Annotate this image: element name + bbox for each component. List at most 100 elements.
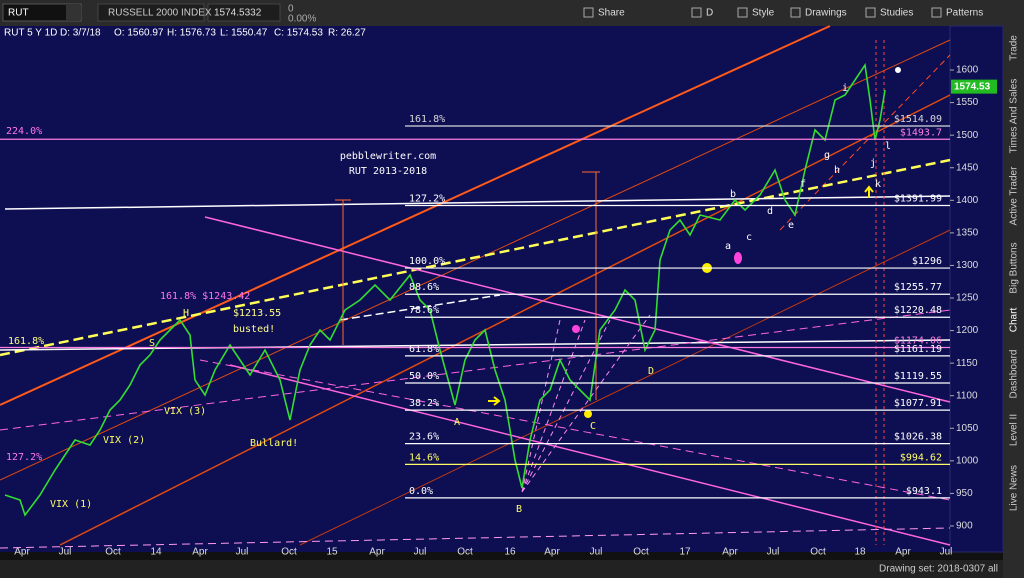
current-price-badge bbox=[951, 79, 997, 94]
level-pct: 88.6% bbox=[409, 282, 439, 293]
fan-lines bbox=[521, 314, 651, 493]
annotation: Bullard! bbox=[250, 438, 298, 449]
annotation: $1213.55 bbox=[233, 308, 281, 319]
toolbar-button[interactable]: Studies bbox=[880, 8, 913, 19]
trendline bbox=[0, 339, 951, 351]
marker bbox=[572, 325, 580, 333]
annotation: b bbox=[730, 189, 736, 200]
toolbar-icon[interactable] bbox=[737, 7, 748, 18]
x-tick-label: Oct bbox=[457, 547, 473, 558]
annotation: B bbox=[516, 504, 522, 515]
toolbar-button[interactable]: Share bbox=[598, 8, 625, 19]
sidebar-tab[interactable]: Active Trader bbox=[1009, 166, 1020, 226]
x-tick-label: Jul bbox=[940, 547, 953, 558]
marker bbox=[895, 67, 901, 73]
y-tick-label: 1550 bbox=[956, 97, 979, 108]
annotation: a bbox=[725, 241, 731, 252]
toolbar-icon[interactable] bbox=[691, 7, 702, 18]
sidebar bbox=[1003, 26, 1024, 578]
sidebar-tab[interactable]: Level II bbox=[1009, 414, 1020, 446]
y-tick-label: 1100 bbox=[956, 390, 978, 401]
info-item: C: 1574.53 bbox=[274, 28, 323, 39]
price-axis bbox=[949, 25, 1004, 553]
change-pct: 0.00% bbox=[288, 14, 316, 25]
symbol-dropdown[interactable] bbox=[66, 5, 80, 20]
toolbar-icon[interactable] bbox=[583, 7, 594, 18]
sidebar-tab[interactable]: Dashboard bbox=[1009, 350, 1020, 399]
trendline bbox=[0, 309, 951, 431]
annotation: pebblewriter.com bbox=[340, 151, 436, 162]
level-pct: 14.6% bbox=[409, 452, 439, 463]
y-tick-label: 900 bbox=[956, 521, 973, 532]
trendline bbox=[339, 294, 501, 321]
marker bbox=[584, 410, 592, 418]
x-tick-label: Apr bbox=[544, 547, 560, 558]
sidebar-tab[interactable]: Live News bbox=[1009, 465, 1020, 511]
info-item: D: 3/7/18 bbox=[60, 28, 101, 39]
toolbar-button[interactable]: Style bbox=[752, 8, 775, 19]
annotation: l bbox=[885, 141, 891, 152]
x-tick-label: Apr bbox=[369, 547, 385, 558]
x-tick-label: Jul bbox=[59, 547, 72, 558]
x-tick-label: 18 bbox=[854, 547, 866, 558]
info-item: L: 1550.47 bbox=[220, 28, 268, 39]
arrow bbox=[864, 185, 874, 198]
level-pct: 50.0% bbox=[409, 371, 439, 382]
toolbar-button[interactable]: D bbox=[706, 8, 713, 19]
x-tick-label: Oct bbox=[281, 547, 297, 558]
time-axis bbox=[0, 545, 950, 552]
last-price: 1574.5332 bbox=[214, 8, 262, 19]
trendline bbox=[59, 94, 951, 546]
sidebar-tab[interactable]: Big Buttons bbox=[1009, 242, 1020, 293]
x-tick-label: Oct bbox=[633, 547, 649, 558]
level-pct: 127.2% bbox=[409, 194, 445, 205]
symbol-box[interactable] bbox=[2, 3, 82, 22]
y-tick-label: 1500 bbox=[956, 130, 979, 141]
level-pct: 38.2% bbox=[409, 398, 439, 409]
trendline bbox=[779, 54, 951, 231]
annotation: 161.8% $1243.42 bbox=[160, 291, 250, 302]
x-tick-label: 16 bbox=[504, 547, 516, 558]
sidebar-tab[interactable]: Trade bbox=[1009, 35, 1020, 61]
y-tick-label: 1000 bbox=[956, 455, 979, 466]
toolbar-button[interactable]: Patterns bbox=[946, 8, 983, 19]
footer-text: Drawing set: 2018-0307 all bbox=[879, 564, 998, 575]
level-pct: 0.0% bbox=[409, 486, 433, 497]
footer-bar bbox=[0, 560, 1003, 578]
y-tick-label: 1350 bbox=[956, 228, 979, 239]
x-tick-label: 17 bbox=[679, 547, 691, 558]
symbol[interactable]: RUT bbox=[8, 8, 29, 19]
y-tick-label: 1300 bbox=[956, 260, 979, 271]
x-tick-label: Jul bbox=[236, 547, 249, 558]
annotation: C bbox=[590, 421, 596, 432]
toolbar-icon[interactable] bbox=[931, 7, 942, 18]
annotation: f bbox=[800, 179, 806, 190]
level-price: $1077.91 bbox=[894, 398, 942, 409]
level-price: $1174.06 bbox=[894, 335, 942, 346]
info-item: R: 26.27 bbox=[328, 28, 366, 39]
level-price: $994.62 bbox=[900, 452, 942, 463]
toolbar-icon[interactable] bbox=[865, 7, 876, 18]
sidebar-tab[interactable]: Times And Sales bbox=[1009, 79, 1020, 154]
toolbar-button[interactable]: Drawings bbox=[805, 8, 847, 19]
trendline bbox=[229, 364, 951, 546]
sidebar-tab[interactable]: Chart bbox=[1009, 308, 1020, 333]
level-price: $1493.7 bbox=[900, 127, 942, 138]
price-path bbox=[4, 62, 886, 517]
annotation: h bbox=[834, 165, 840, 176]
annotation: VIX (2) bbox=[103, 435, 145, 446]
last-box bbox=[207, 3, 281, 22]
level-pct: 23.6% bbox=[409, 432, 439, 443]
y-tick-label: 1450 bbox=[956, 162, 979, 173]
annotation: c bbox=[746, 232, 752, 243]
current-price: 1574.53 bbox=[954, 81, 991, 92]
toolbar-icon[interactable] bbox=[790, 7, 801, 18]
x-tick-label: Jul bbox=[767, 547, 780, 558]
level-price: $1119.55 bbox=[894, 371, 942, 382]
x-tick-label: Apr bbox=[14, 547, 30, 558]
x-tick-label: 15 bbox=[326, 547, 338, 558]
y-tick-label: 1200 bbox=[956, 325, 979, 336]
annotation: H bbox=[183, 308, 189, 319]
level-price: $1255.77 bbox=[894, 282, 942, 293]
x-tick-label: Apr bbox=[722, 547, 738, 558]
